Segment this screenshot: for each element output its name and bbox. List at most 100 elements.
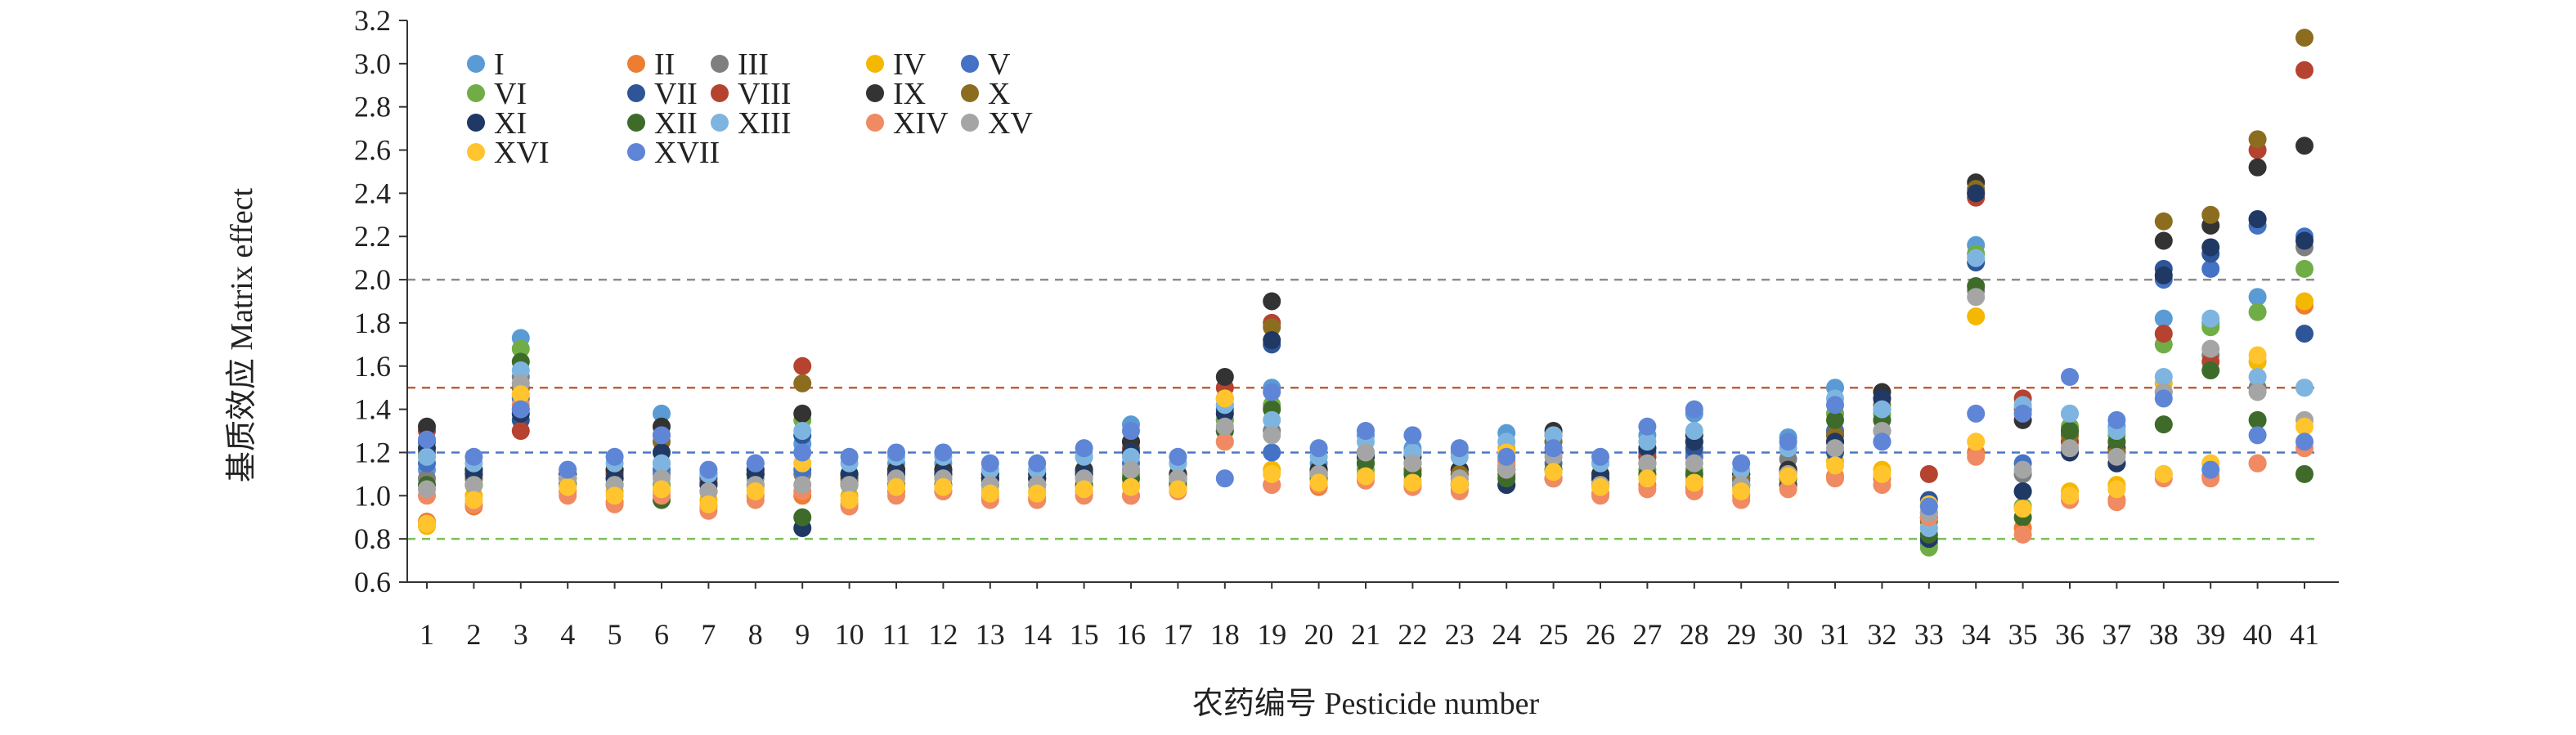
data-point [1826,396,1844,415]
data-point [887,477,905,496]
data-point [1309,473,1328,492]
legend-marker [467,84,485,102]
x-tick-label: 32 [1867,618,1896,651]
legend-label: I [494,47,505,82]
data-point [2061,422,2079,441]
data-point [2154,325,2173,343]
data-point [2061,404,2079,423]
x-tick-label: 12 [928,618,958,651]
legend-marker [961,84,979,102]
data-point [2248,426,2267,445]
data-point [1215,389,1234,408]
data-point [2013,404,2032,423]
legend-marker [467,55,485,73]
data-point [1685,422,1703,441]
data-point [605,486,624,505]
y-tick-label: 1.6 [354,350,391,383]
legend-label: XI [494,106,527,141]
data-point [2013,525,2032,544]
data-point [2296,379,2313,397]
data-point [2154,212,2173,231]
data-point [2296,259,2313,278]
data-point [981,484,999,503]
data-point [1309,439,1328,458]
data-point [464,476,483,495]
legend-label: II [654,47,675,82]
legend-label: IV [893,47,927,82]
data-point [1638,454,1657,473]
data-point [2107,493,2126,512]
data-point [1732,454,1751,473]
legend-marker [627,55,645,73]
data-point [2013,460,2032,479]
data-point [464,447,483,466]
x-tick-label: 1 [420,618,434,651]
data-point [1826,456,1844,475]
x-tick-label: 39 [2196,618,2225,651]
data-point [2248,288,2267,307]
data-point [1122,477,1140,496]
data-point [1075,439,1093,458]
data-point [2107,410,2126,429]
data-point [2154,415,2173,434]
y-tick-label: 2.2 [354,220,391,253]
data-point [981,454,999,473]
x-tick-label: 26 [1586,618,1615,651]
data-point [2154,231,2173,250]
data-point [2201,339,2220,358]
data-point [2248,383,2267,401]
y-axis: 0.6 0.8 1.0 1.2 1.4 1.6 1.8 2.0 2.2 2.4 2.6 2.8 3.0 3… [354,4,408,598]
data-point [2154,266,2173,285]
y-tick-label: 3.2 [354,4,391,37]
y-tick-label: 1.2 [354,436,391,468]
y-axis-title: 基质效应 Matrix effect [225,187,259,482]
x-tick-label: 3 [514,618,528,651]
data-point [1263,410,1281,429]
data-point [1591,477,1609,496]
data-point [934,443,953,462]
x-tick-label: 22 [1398,618,1427,651]
data-point [699,482,718,501]
data-point [699,495,718,513]
data-point [1357,467,1375,486]
x-tick-label: 24 [1492,618,1521,651]
data-point [1263,331,1281,350]
data-point [2248,410,2267,429]
data-point [1263,383,1281,401]
data-point [2061,486,2079,505]
y-tick-label: 3.0 [354,47,391,80]
data-point [2248,454,2267,473]
data-point [1638,417,1657,436]
legend-label: XV [988,106,1033,141]
data-point [2107,447,2126,466]
x-tick-label: 40 [2243,618,2273,651]
data-point [1826,439,1844,458]
data-point [1122,447,1140,466]
x-tick-label: 37 [2102,618,2131,651]
data-points [418,29,2313,557]
data-point [2296,231,2313,250]
y-tick-label: 1.0 [354,479,391,512]
data-point [1357,422,1375,441]
x-tick-label: 8 [748,618,763,651]
data-point [793,404,812,423]
x-tick-label: 20 [1304,618,1334,651]
data-point [1028,454,1047,473]
x-tick-label: 6 [654,618,669,651]
data-point [1450,476,1469,495]
data-point [1732,482,1751,501]
legend-label: X [988,77,1010,111]
legend-label: VI [494,77,527,111]
data-point [2296,137,2313,155]
data-point [2201,259,2220,278]
x-tick-label: 11 [882,618,911,651]
legend-label: XII [654,106,698,141]
data-point [559,477,577,496]
data-point [2248,210,2267,229]
data-point [1215,367,1234,386]
data-point [1263,318,1281,337]
y-tick-label: 2.6 [354,134,391,167]
x-tick-label: 17 [1163,618,1192,651]
data-point [746,454,765,473]
